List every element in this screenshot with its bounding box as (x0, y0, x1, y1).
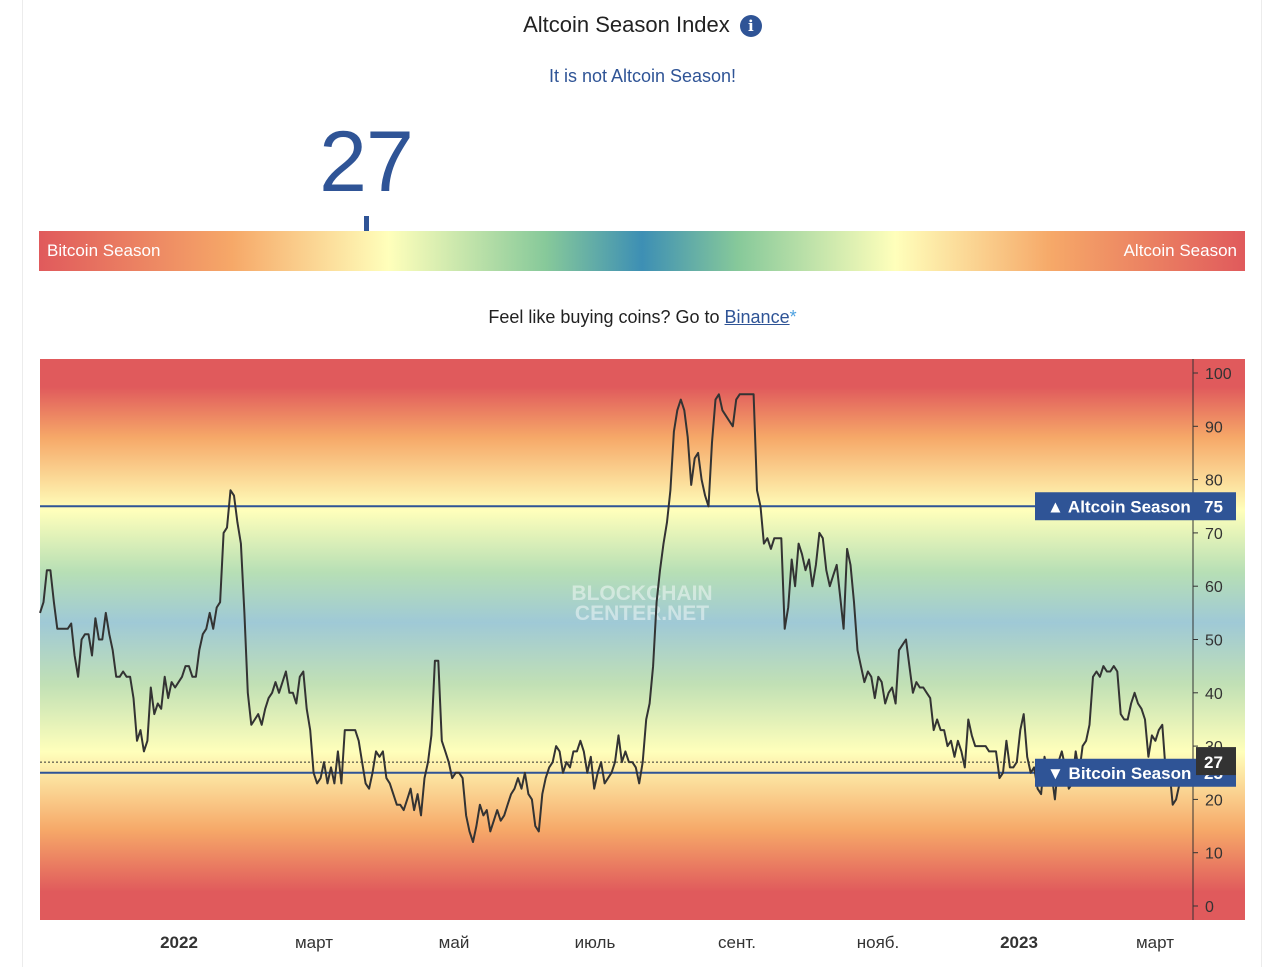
threshold-badge-label: ▲ Altcoin Season (1047, 497, 1191, 516)
x-tick-label: март (1136, 933, 1174, 952)
gauge-left-label: Bitcoin Season (47, 241, 161, 260)
binance-link[interactable]: Binance (724, 307, 790, 327)
season-gauge: Bitcoin Season Altcoin Season (39, 231, 1245, 271)
series-line (39, 393, 1191, 843)
current-value-badge (1196, 747, 1236, 776)
threshold-badge (1035, 492, 1236, 521)
y-tick-label: 70 (1205, 526, 1223, 543)
x-tick-label: март (295, 933, 333, 952)
promo-text: Feel like buying coins? Go to (488, 307, 725, 327)
promo-star: * (789, 307, 797, 327)
x-tick-label: июль (575, 933, 616, 952)
y-tick-label: 10 (1205, 846, 1223, 863)
watermark: BLOCKCHAIN CENTER.NET (571, 582, 712, 625)
y-tick-label: 0 (1205, 899, 1214, 916)
watermark-line-1: BLOCKCHAIN (571, 582, 712, 605)
y-tick-label: 60 (1205, 579, 1223, 596)
page-title: Altcoin Season Index i (0, 12, 1285, 38)
current-index-value: 27 (319, 114, 414, 210)
x-tick-label: май (439, 933, 470, 952)
y-tick-label: 100 (1205, 366, 1232, 383)
y-tick-label: 40 (1205, 686, 1223, 703)
gauge-right-label: Altcoin Season (1123, 241, 1237, 260)
x-tick-label: нояб. (857, 933, 900, 952)
season-status: It is not Altcoin Season! (548, 66, 737, 86)
current-value-badge-label: 27 (1204, 753, 1223, 772)
y-tick-label: 80 (1205, 473, 1223, 490)
info-icon[interactable]: i (739, 15, 762, 37)
promo-line: Feel like buying coins? Go to Binance* (0, 307, 1285, 328)
x-tick-label: сент. (718, 933, 756, 952)
threshold-badge-value: 75 (1204, 497, 1223, 516)
title-text: Altcoin Season Index (523, 12, 730, 37)
chart-background (40, 359, 1245, 920)
threshold-badge-label: ▼ Bitcoin Season (1047, 764, 1191, 783)
x-tick-label: 2023 (1000, 933, 1038, 952)
page-frame (22, 0, 1262, 967)
y-tick-label: 90 (1205, 419, 1223, 436)
y-tick-label: 50 (1205, 633, 1223, 650)
x-tick-label: 2022 (160, 933, 198, 952)
y-tick-label: 20 (1205, 792, 1223, 809)
watermark-line-2: CENTER.NET (575, 602, 709, 625)
